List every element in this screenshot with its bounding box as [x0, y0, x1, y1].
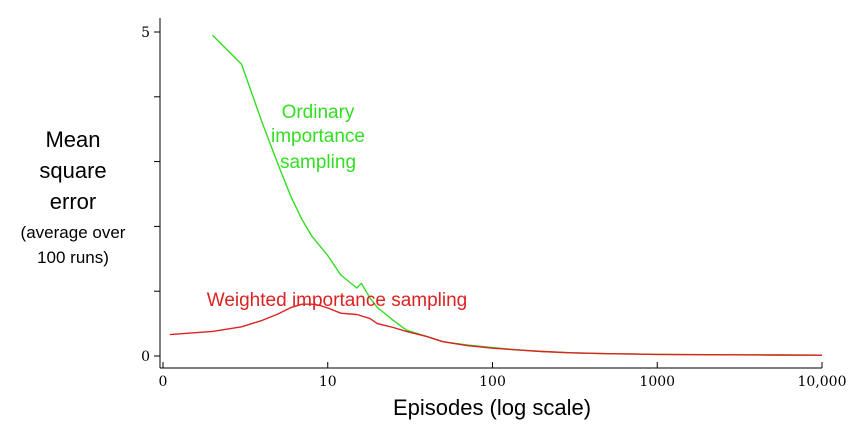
- y-tick-label: 5: [141, 25, 150, 41]
- series-lines: [169, 34, 823, 356]
- x-ticks: 0 10 100 1000 10,000: [159, 362, 847, 390]
- y-tick-label: 0: [141, 349, 150, 365]
- y-ticks: 05: [141, 25, 160, 365]
- x-tick-label: 1000: [639, 374, 675, 390]
- x-axis-label: Episodes (log scale): [393, 395, 591, 420]
- chart-axes: [159, 18, 822, 369]
- y-axis-label-line-1: Mean: [45, 127, 100, 152]
- x-tick-label: 10,000: [798, 374, 847, 390]
- ordinary-sampling-label-line-1: Ordinary: [282, 102, 355, 123]
- x-tick-label: 100: [479, 374, 506, 390]
- x-tick-label: 0: [159, 374, 168, 390]
- y-axis-label-line-2: square: [39, 158, 106, 183]
- y-axis-label-line-3: error: [50, 189, 96, 214]
- series-labels: Ordinary importance sampling Weighted impor…: [207, 102, 468, 311]
- y-axis-sublabel-line-1: (average over: [21, 223, 126, 242]
- ordinary-sampling-label-line-3: sampling: [280, 152, 356, 173]
- x-tick-label: 10: [319, 374, 337, 390]
- weighted-importance-sampling-line: [169, 303, 823, 356]
- ordinary-sampling-label-line-2: importance: [271, 126, 365, 147]
- weighted-sampling-label: Weighted importance sampling: [207, 290, 468, 311]
- y-axis-sublabel-line-2: 100 runs): [37, 248, 109, 267]
